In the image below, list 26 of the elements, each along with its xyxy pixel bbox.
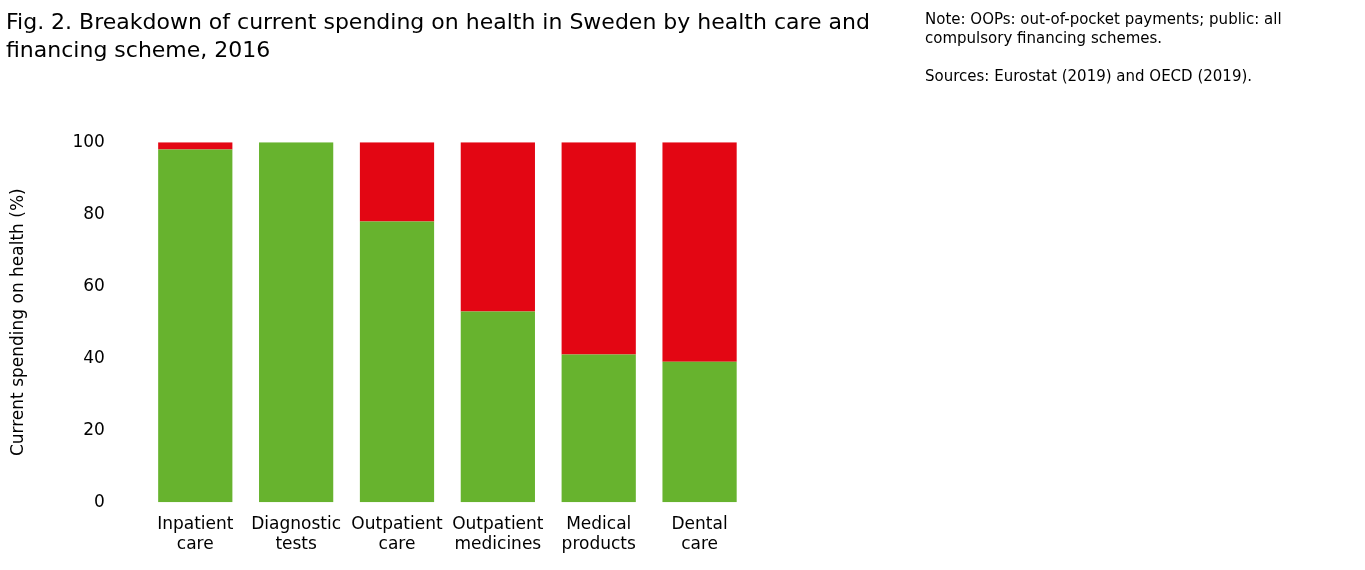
x-tick-label: Outpatient medicines bbox=[452, 512, 544, 554]
bar bbox=[561, 142, 636, 355]
y-tick-label: 40 bbox=[83, 346, 105, 367]
bar bbox=[359, 221, 435, 503]
y-tick-label: 0 bbox=[94, 490, 105, 511]
bar bbox=[662, 142, 737, 362]
y-tick-label: 80 bbox=[83, 202, 105, 223]
bar bbox=[359, 142, 435, 222]
x-tick-label: Inpatient care bbox=[157, 512, 234, 554]
bar bbox=[158, 149, 233, 503]
source-note: Sources: Eurostat (2019) and OECD (2019). bbox=[925, 67, 1254, 86]
x-tick-label: Outpatient care bbox=[351, 512, 443, 554]
y-axis-title: Current spending on health (%) bbox=[6, 188, 27, 457]
chart-title: Fig. 2. Breakdown of current spending on health in Sweden by health care and financing scheme, 2016 bbox=[6, 8, 871, 64]
bar bbox=[460, 311, 535, 503]
text: Note: OOPs: out-of-pocket payments; public: all compulsory financing schemes. bbox=[925, 10, 1283, 48]
x-tick-label: Medical products bbox=[561, 512, 636, 554]
x-tick-label: Dental care bbox=[671, 512, 728, 554]
y-tick-label: 20 bbox=[83, 418, 105, 439]
bar bbox=[662, 361, 737, 503]
y-tick-label: 100 bbox=[72, 130, 105, 151]
y-tick-label: 60 bbox=[83, 274, 105, 295]
bar bbox=[460, 142, 535, 312]
bar bbox=[259, 142, 334, 503]
bar bbox=[561, 354, 636, 503]
x-tick-label: Diagnostic tests bbox=[251, 512, 342, 554]
